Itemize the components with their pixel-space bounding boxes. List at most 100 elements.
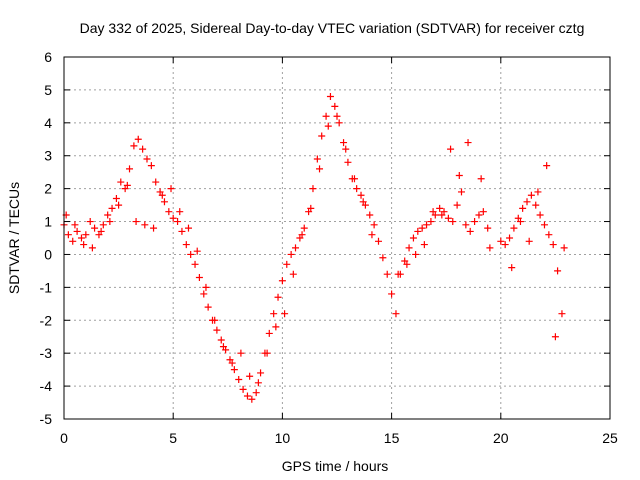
data-point bbox=[519, 204, 527, 212]
data-point bbox=[449, 218, 457, 226]
data-point bbox=[466, 227, 474, 235]
data-point bbox=[80, 241, 88, 249]
data-point bbox=[195, 273, 203, 281]
data-point bbox=[405, 244, 413, 252]
data-point bbox=[479, 208, 487, 216]
y-tick-label: 0 bbox=[44, 246, 52, 262]
data-point bbox=[457, 188, 465, 196]
data-point bbox=[239, 385, 247, 393]
data-point bbox=[112, 195, 120, 203]
data-point bbox=[429, 208, 437, 216]
data-point bbox=[462, 221, 470, 229]
data-point bbox=[392, 310, 400, 318]
y-tick-label: -3 bbox=[40, 345, 53, 361]
data-point bbox=[73, 227, 81, 235]
data-point bbox=[117, 178, 125, 186]
data-point bbox=[139, 145, 147, 153]
data-point bbox=[436, 204, 444, 212]
data-point bbox=[281, 310, 289, 318]
data-point bbox=[333, 112, 341, 120]
data-point bbox=[418, 224, 426, 232]
data-point bbox=[108, 204, 116, 212]
data-point bbox=[307, 204, 315, 212]
y-tick-label: 4 bbox=[44, 115, 52, 131]
data-point bbox=[534, 188, 542, 196]
data-point bbox=[204, 303, 212, 311]
data-point bbox=[147, 162, 155, 170]
data-point bbox=[289, 270, 297, 278]
y-tick-label: -4 bbox=[40, 378, 53, 394]
data-point bbox=[160, 198, 168, 206]
data-point bbox=[174, 218, 182, 226]
data-point bbox=[86, 218, 94, 226]
data-point bbox=[176, 208, 184, 216]
data-point bbox=[560, 244, 568, 252]
data-point bbox=[374, 237, 382, 245]
data-point bbox=[228, 359, 236, 367]
data-point bbox=[506, 234, 514, 242]
y-tick-label: 5 bbox=[44, 82, 52, 98]
data-point bbox=[130, 142, 138, 150]
data-point bbox=[88, 244, 96, 252]
data-point bbox=[254, 379, 262, 387]
data-point bbox=[77, 234, 85, 242]
data-point bbox=[313, 155, 321, 163]
data-point bbox=[99, 221, 107, 229]
x-tick-label: 15 bbox=[384, 430, 400, 446]
data-point bbox=[486, 244, 494, 252]
data-point bbox=[370, 221, 378, 229]
data-point bbox=[516, 218, 524, 226]
data-point bbox=[292, 244, 300, 252]
data-point bbox=[97, 227, 105, 235]
data-point bbox=[427, 218, 435, 226]
data-point bbox=[178, 227, 186, 235]
data-point bbox=[484, 224, 492, 232]
data-point bbox=[357, 191, 365, 199]
data-point bbox=[184, 224, 192, 232]
data-point bbox=[283, 260, 291, 268]
data-point bbox=[278, 277, 286, 285]
data-point bbox=[324, 122, 332, 130]
data-point bbox=[366, 211, 374, 219]
data-point bbox=[141, 221, 149, 229]
y-tick-label: -1 bbox=[40, 279, 53, 295]
data-point bbox=[316, 165, 324, 173]
data-point bbox=[123, 181, 131, 189]
data-point bbox=[270, 310, 278, 318]
data-point bbox=[106, 218, 114, 226]
data-point bbox=[471, 218, 479, 226]
data-point bbox=[82, 231, 90, 239]
data-point bbox=[134, 135, 142, 143]
data-point bbox=[326, 92, 334, 100]
data-point bbox=[169, 214, 177, 222]
data-point bbox=[193, 247, 201, 255]
data-point bbox=[263, 349, 271, 357]
data-point bbox=[543, 162, 551, 170]
data-point bbox=[257, 369, 265, 377]
data-point bbox=[527, 191, 535, 199]
data-point bbox=[403, 260, 411, 268]
data-point bbox=[132, 218, 140, 226]
data-point bbox=[104, 211, 112, 219]
x-axis-label: GPS time / hours bbox=[282, 458, 389, 474]
data-point bbox=[342, 145, 350, 153]
data-point bbox=[248, 395, 256, 403]
y-axis-label: SDTVAR / TECUs bbox=[6, 182, 22, 294]
data-point bbox=[508, 264, 516, 272]
data-point bbox=[211, 316, 219, 324]
data-point bbox=[202, 283, 210, 291]
data-point bbox=[187, 250, 195, 258]
data-point bbox=[554, 267, 562, 275]
data-point bbox=[536, 211, 544, 219]
data-point bbox=[438, 211, 446, 219]
data-point bbox=[64, 231, 72, 239]
data-point bbox=[213, 326, 221, 334]
data-point bbox=[115, 201, 123, 209]
data-point bbox=[510, 224, 518, 232]
data-point bbox=[444, 214, 452, 222]
data-point bbox=[350, 175, 358, 183]
data-point bbox=[551, 333, 559, 341]
y-tick-label: -2 bbox=[40, 312, 53, 328]
data-point bbox=[309, 185, 317, 193]
